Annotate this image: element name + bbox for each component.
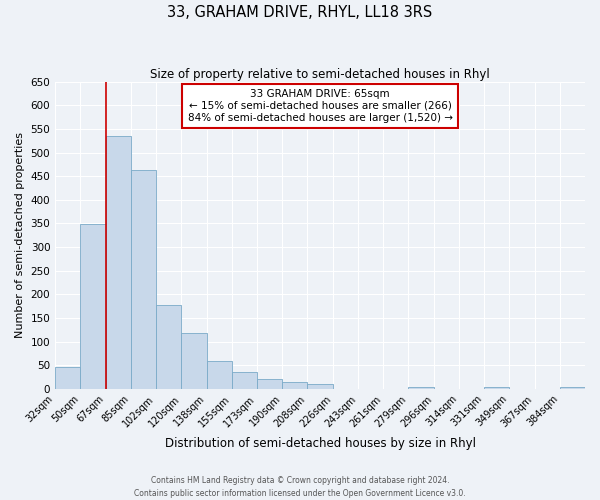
Text: 33 GRAHAM DRIVE: 65sqm
← 15% of semi-detached houses are smaller (266)
84% of se: 33 GRAHAM DRIVE: 65sqm ← 15% of semi-det… xyxy=(188,90,452,122)
Text: 33, GRAHAM DRIVE, RHYL, LL18 3RS: 33, GRAHAM DRIVE, RHYL, LL18 3RS xyxy=(167,5,433,20)
X-axis label: Distribution of semi-detached houses by size in Rhyl: Distribution of semi-detached houses by … xyxy=(164,437,476,450)
Bar xyxy=(307,384,332,389)
Bar xyxy=(131,170,156,389)
Text: Contains HM Land Registry data © Crown copyright and database right 2024.
Contai: Contains HM Land Registry data © Crown c… xyxy=(134,476,466,498)
Bar xyxy=(484,387,509,389)
Bar xyxy=(181,333,206,389)
Bar xyxy=(106,136,131,389)
Bar xyxy=(282,382,307,389)
Y-axis label: Number of semi-detached properties: Number of semi-detached properties xyxy=(15,132,25,338)
Bar xyxy=(80,224,106,389)
Bar xyxy=(206,360,232,389)
Bar xyxy=(257,379,282,389)
Bar xyxy=(55,367,80,389)
Title: Size of property relative to semi-detached houses in Rhyl: Size of property relative to semi-detach… xyxy=(150,68,490,80)
Bar xyxy=(409,386,434,389)
Bar xyxy=(232,372,257,389)
Bar xyxy=(156,305,181,389)
Bar xyxy=(560,386,585,389)
